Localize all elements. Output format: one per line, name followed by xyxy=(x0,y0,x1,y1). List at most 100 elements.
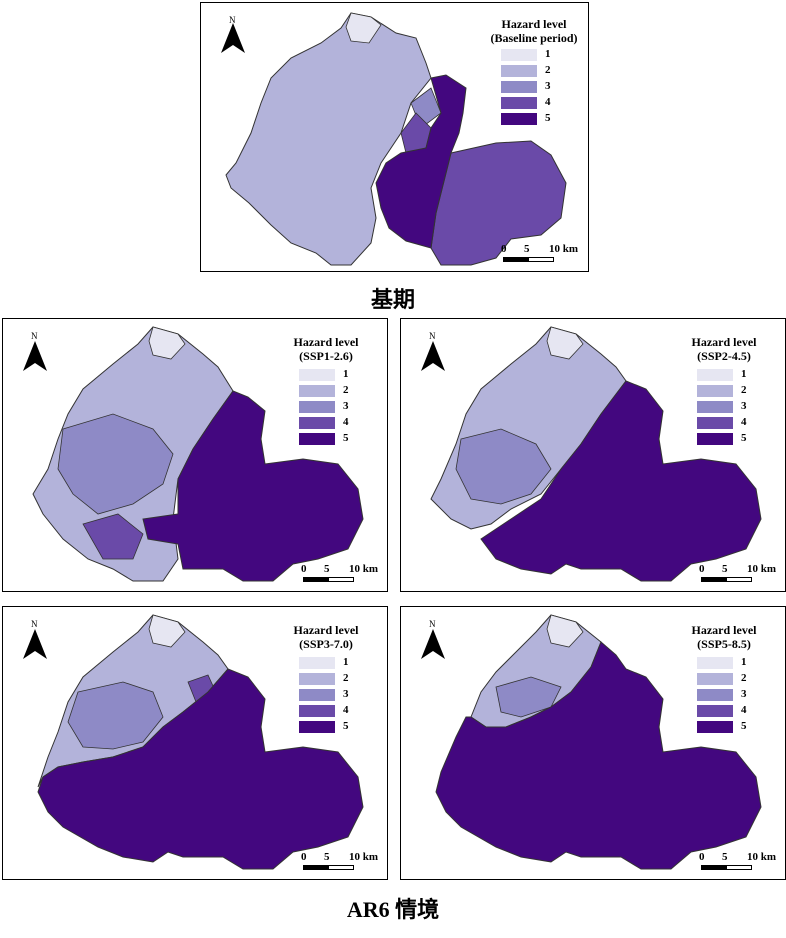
scale-bar-white xyxy=(328,865,354,870)
scale-bar-white xyxy=(726,865,752,870)
north-arrow-icon xyxy=(421,341,445,371)
legend-swatch-4 xyxy=(697,417,733,429)
scale-zero: 0 xyxy=(699,851,705,863)
legend-label-5: 5 xyxy=(343,432,349,444)
legend-swatch-2 xyxy=(697,673,733,685)
legend-swatch-4 xyxy=(697,705,733,717)
legend-label-3: 3 xyxy=(741,400,747,412)
scale-bar-black xyxy=(701,865,727,870)
scale-end: 10 km xyxy=(349,851,379,863)
legend-swatch-3 xyxy=(299,401,335,413)
legend-label-1: 1 xyxy=(545,48,551,60)
legend-swatch-2 xyxy=(697,385,733,397)
north-arrow-icon xyxy=(421,629,445,659)
scale-mid: 5 xyxy=(722,563,728,575)
legend-title: Hazard level (SSP5-8.5) xyxy=(691,623,757,651)
scale-bar-white xyxy=(328,577,354,582)
legend-label-2: 2 xyxy=(545,64,551,76)
scale-end: 10 km xyxy=(349,563,379,575)
legend-swatch-5 xyxy=(697,721,733,733)
legend-swatch-5 xyxy=(501,113,537,125)
legend-swatch-3 xyxy=(697,401,733,413)
scale-mid: 5 xyxy=(324,563,330,575)
caption-baseline: 基期 xyxy=(370,287,415,312)
scale-mid: 5 xyxy=(722,851,728,863)
legend-swatch-3 xyxy=(697,689,733,701)
legend-title: Hazard level (Baseline period) xyxy=(490,17,578,45)
legend-label-4: 4 xyxy=(741,416,747,428)
map-panel-ssp126: N Hazard level (SSP1-2.6) 1 2 3 4 5 0 5 … xyxy=(2,318,388,592)
legend-label-3: 3 xyxy=(343,400,349,412)
legend-title: Hazard level (SSP2-4.5) xyxy=(691,335,757,363)
scale-mid: 5 xyxy=(524,243,530,255)
legend-label-4: 4 xyxy=(343,704,349,716)
legend-swatch-4 xyxy=(501,97,537,109)
scale-end: 10 km xyxy=(747,563,777,575)
hazard-map-ssp370 xyxy=(37,614,364,870)
legend-title: Hazard level (SSP1-2.6) xyxy=(293,335,359,363)
legend-title: Hazard level (SSP3-7.0) xyxy=(293,623,359,651)
legend-swatch-2 xyxy=(501,65,537,77)
north-arrow-icon xyxy=(23,629,47,659)
legend-label-4: 4 xyxy=(545,96,551,108)
north-label: N xyxy=(229,15,236,25)
map-panel-ssp370: N Hazard level (SSP3-7.0) 1 2 3 4 5 0 5 … xyxy=(2,606,388,880)
scale-end: 10 km xyxy=(549,243,579,255)
legend-label-5: 5 xyxy=(741,720,747,732)
legend-swatch-5 xyxy=(299,721,335,733)
legend-swatch-4 xyxy=(299,705,335,717)
scale-end: 10 km xyxy=(747,851,777,863)
north-label: N xyxy=(31,331,38,341)
caption-ar6: AR6 情境 xyxy=(346,897,440,922)
north-arrow-icon xyxy=(221,23,245,53)
legend-label-1: 1 xyxy=(343,656,349,668)
map-panel-baseline: N Hazard level (Baseline period) 1 2 3 4… xyxy=(200,2,589,272)
legend-swatch-4 xyxy=(299,417,335,429)
scale-bar-black xyxy=(303,577,329,582)
legend-swatch-1 xyxy=(501,49,537,61)
scale-zero: 0 xyxy=(301,851,307,863)
legend-swatch-1 xyxy=(299,369,335,381)
legend-label-4: 4 xyxy=(741,704,747,716)
legend-label-5: 5 xyxy=(343,720,349,732)
legend-label-5: 5 xyxy=(741,432,747,444)
legend-swatch-5 xyxy=(299,433,335,445)
legend-label-4: 4 xyxy=(343,416,349,428)
legend-swatch-2 xyxy=(299,385,335,397)
legend-label-5: 5 xyxy=(545,112,551,124)
legend-label-1: 1 xyxy=(343,368,349,380)
legend-label-3: 3 xyxy=(545,80,551,92)
legend-swatch-2 xyxy=(299,673,335,685)
legend-swatch-3 xyxy=(299,689,335,701)
legend-label-3: 3 xyxy=(343,688,349,700)
north-label: N xyxy=(31,619,38,629)
scale-zero: 0 xyxy=(501,243,507,255)
scale-bar-black xyxy=(503,257,529,262)
scale-mid: 5 xyxy=(324,851,330,863)
scale-bar-black xyxy=(303,865,329,870)
hazard-map-ssp585 xyxy=(435,614,762,870)
map-panel-ssp245: N Hazard level (SSP2-4.5) 1 2 3 4 5 0 5 … xyxy=(400,318,786,592)
north-arrow-icon xyxy=(23,341,47,371)
north-label: N xyxy=(429,331,436,341)
legend-label-2: 2 xyxy=(741,672,747,684)
scale-bar-white xyxy=(528,257,554,262)
scale-bar-black xyxy=(701,577,727,582)
legend-label-1: 1 xyxy=(741,368,747,380)
map-panel-ssp585: N Hazard level (SSP5-8.5) 1 2 3 4 5 0 5 … xyxy=(400,606,786,880)
hazard-map-ssp126 xyxy=(32,326,364,582)
legend-swatch-5 xyxy=(697,433,733,445)
north-label: N xyxy=(429,619,436,629)
scale-zero: 0 xyxy=(301,563,307,575)
legend-swatch-1 xyxy=(697,657,733,669)
scale-bar-white xyxy=(726,577,752,582)
legend-swatch-3 xyxy=(501,81,537,93)
hazard-map-baseline xyxy=(225,12,567,266)
legend-label-2: 2 xyxy=(343,384,349,396)
hazard-map-ssp245 xyxy=(430,326,762,582)
legend-label-1: 1 xyxy=(741,656,747,668)
legend-label-3: 3 xyxy=(741,688,747,700)
scale-zero: 0 xyxy=(699,563,705,575)
legend-label-2: 2 xyxy=(741,384,747,396)
legend-swatch-1 xyxy=(697,369,733,381)
